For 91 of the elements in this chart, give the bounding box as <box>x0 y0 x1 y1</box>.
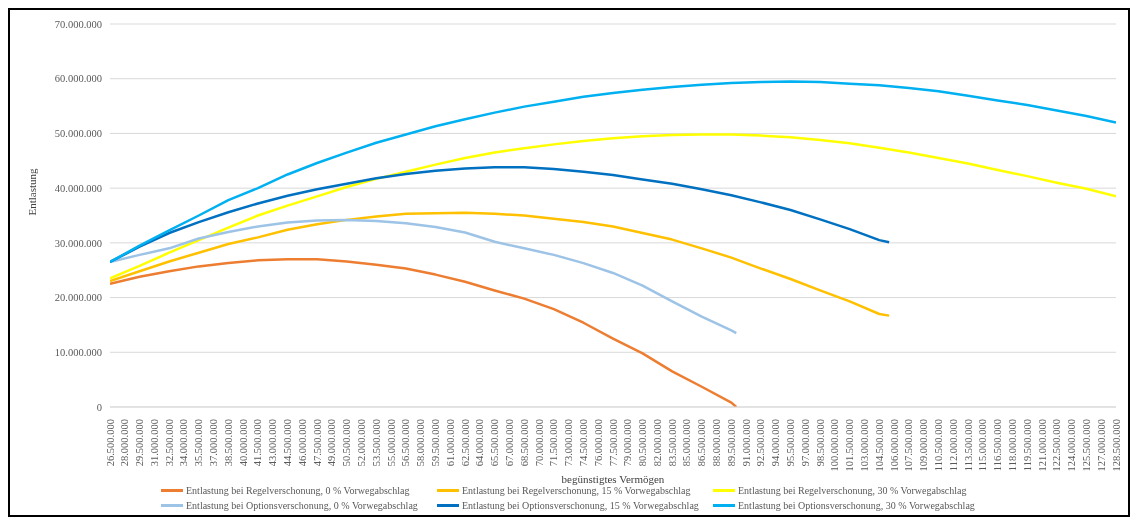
x-tick-label: 124.000.000 <box>1066 419 1078 472</box>
x-tick-label: 49.000.000 <box>326 419 338 467</box>
y-tick-label: 10.000.000 <box>54 347 102 359</box>
line-series <box>110 258 738 407</box>
x-tick-label: 107.500.000 <box>903 419 915 472</box>
x-tick-label: 67.000.000 <box>503 419 515 467</box>
x-tick-label: 106.000.000 <box>888 419 900 472</box>
x-tick-label: 118.000.000 <box>1006 419 1018 472</box>
x-tick-label: 80.500.000 <box>637 419 649 467</box>
x-axis-title: begünstigtes Vermögen <box>561 473 665 485</box>
x-tick-label: 64.000.000 <box>474 419 486 467</box>
y-tick-label: 0 <box>96 401 102 413</box>
x-tick-label: 112.000.000 <box>947 419 959 472</box>
x-tick-label: 85.000.000 <box>681 419 693 467</box>
x-tick-label: 88.000.000 <box>711 419 723 467</box>
x-tick-label: 43.000.000 <box>267 419 279 467</box>
legend-label: Entlastung bei Regelverschonung, 30 % Vorwegabschlag <box>738 485 967 496</box>
x-tick-label: 103.000.000 <box>859 419 870 472</box>
x-tick-label: 55.000.000 <box>385 419 397 467</box>
x-tick-label: 26.500.000 <box>104 419 116 467</box>
x-tick-label: 73.000.000 <box>563 419 575 467</box>
x-tick-label: 97.000.000 <box>799 419 811 467</box>
line-series <box>110 218 738 335</box>
x-tick-label: 47.500.000 <box>311 419 323 467</box>
x-tick-label: 32.500.000 <box>163 419 175 467</box>
x-tick-label: 79.000.000 <box>622 419 634 467</box>
x-tick-label: 83.500.000 <box>666 419 678 467</box>
legend-label: Entlastung bei Regelverschonung, 0 % Vorwegabschlag <box>186 485 410 496</box>
y-tick-label: 40.000.000 <box>54 182 102 194</box>
x-tick-label: 71.500.000 <box>548 419 560 467</box>
x-tick-label: 35.500.000 <box>193 419 205 467</box>
x-tick-label: 74.500.000 <box>577 419 589 467</box>
y-tick-label: 50.000.000 <box>54 128 102 140</box>
x-tick-label: 121.000.000 <box>1036 419 1048 472</box>
x-tick-label: 52.000.000 <box>356 419 367 467</box>
x-tick-label: 125.500.000 <box>1080 419 1092 472</box>
legend-label: Entlastung bei Regelverschonung, 15 % Vorwegabschlag <box>462 485 691 496</box>
x-tick-label: 76.000.000 <box>592 419 604 467</box>
x-tick-label: 77.500.000 <box>607 419 619 467</box>
x-tick-label: 98.500.000 <box>814 419 826 467</box>
x-tick-label: 95.500.000 <box>785 419 797 467</box>
x-tick-label: 86.500.000 <box>696 419 708 467</box>
x-tick-label: 122.500.000 <box>1051 419 1063 472</box>
y-tick-label: 70.000.000 <box>54 18 102 30</box>
x-tick-label: 40.000.000 <box>237 419 249 467</box>
x-tick-label: 116.500.000 <box>992 419 1004 472</box>
x-tick-label: 70.000.000 <box>533 419 545 467</box>
x-tick-label: 91.000.000 <box>740 419 752 467</box>
x-tick-label: 50.500.000 <box>341 419 353 467</box>
line-series <box>110 80 1116 264</box>
legend-label: Entlastung bei Optionsverschonung, 30 % Vorwegabschlag <box>738 500 975 511</box>
x-tick-label: 89.500.000 <box>725 419 737 467</box>
x-tick-label: 113.500.000 <box>962 419 974 472</box>
x-tick-label: 82.000.000 <box>651 419 663 467</box>
x-tick-label: 56.500.000 <box>400 419 412 467</box>
x-tick-label: 65.500.000 <box>489 419 501 467</box>
x-tick-label: 61.000.000 <box>444 419 456 467</box>
x-tick-label: 68.500.000 <box>518 419 530 467</box>
x-tick-label: 44.500.000 <box>282 419 294 467</box>
y-tick-label: 20.000.000 <box>54 292 102 304</box>
x-tick-label: 109.000.000 <box>918 419 930 472</box>
x-tick-label: 94.000.000 <box>770 419 782 467</box>
x-tick-label: 119.500.000 <box>1021 419 1033 472</box>
x-tick-label: 104.500.000 <box>873 419 885 472</box>
x-tick-label: 29.500.000 <box>134 419 146 467</box>
line-series <box>110 211 891 317</box>
x-tick-label: 92.500.000 <box>755 419 767 467</box>
line-series <box>110 166 891 264</box>
y-axis-title: Entlastung <box>25 167 38 216</box>
x-tick-label: 100.000.000 <box>829 419 841 472</box>
x-tick-label: 115.000.000 <box>977 419 989 472</box>
x-tick-label: 46.000.000 <box>296 419 308 467</box>
x-tick-label: 37.000.000 <box>208 419 220 467</box>
line-series <box>110 133 1116 280</box>
x-tick-label: 128.500.000 <box>1110 419 1122 472</box>
y-tick-label: 30.000.000 <box>54 237 102 249</box>
x-tick-label: 34.000.000 <box>178 419 190 467</box>
x-tick-label: 41.500.000 <box>252 419 264 467</box>
x-tick-label: 58.000.000 <box>415 419 427 467</box>
x-tick-label: 38.500.000 <box>222 419 234 467</box>
legend-label: Entlastung bei Optionsverschonung, 15 % Vorwegabschlag <box>462 500 699 511</box>
x-tick-label: 62.500.000 <box>459 419 471 467</box>
x-tick-label: 59.500.000 <box>429 419 441 467</box>
legend-label: Entlastung bei Optionsverschonung, 0 % Vorwegabschlag <box>186 500 418 511</box>
x-tick-label: 110.500.000 <box>932 419 944 472</box>
x-tick-label: 101.500.000 <box>844 419 856 472</box>
x-tick-label: 28.000.000 <box>119 419 131 467</box>
x-tick-label: 31.000.000 <box>148 419 160 467</box>
x-tick-label: 127.000.000 <box>1095 419 1107 472</box>
y-tick-label: 60.000.000 <box>54 73 102 85</box>
x-tick-label: 53.500.000 <box>370 419 382 467</box>
